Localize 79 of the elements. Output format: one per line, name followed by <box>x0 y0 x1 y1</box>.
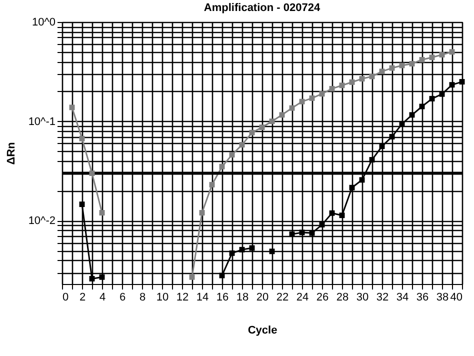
x-tick-label: 26 <box>316 292 329 304</box>
point <box>409 60 415 66</box>
x-tick-label: 16 <box>216 292 229 304</box>
chart-title: Amplification - 020724 <box>204 2 321 14</box>
point <box>329 210 335 216</box>
point <box>239 142 245 148</box>
point <box>259 124 265 130</box>
point <box>349 184 355 190</box>
point <box>219 272 225 278</box>
point <box>399 62 405 68</box>
point <box>429 54 435 60</box>
point <box>319 222 325 228</box>
x-tick-label: 24 <box>296 292 309 304</box>
x-tick-label: 2 <box>79 292 86 304</box>
x-tick-label: 8 <box>139 292 146 304</box>
point <box>289 105 295 111</box>
point <box>279 112 285 118</box>
point <box>359 177 365 183</box>
point <box>379 68 385 74</box>
point <box>369 157 375 162</box>
x-tick-label: 10 <box>156 292 169 304</box>
x-tick-label: 34 <box>396 292 409 304</box>
x-tick-label: 40 <box>450 292 462 304</box>
point <box>319 91 325 97</box>
x-tick-label: 14 <box>196 292 209 304</box>
point <box>419 104 425 110</box>
x-tick-label: 22 <box>276 292 289 304</box>
point <box>249 130 255 136</box>
x-tick-label: 38 <box>436 292 449 304</box>
x-tick-label: 36 <box>416 292 429 304</box>
point <box>99 210 105 216</box>
point <box>189 274 195 280</box>
point <box>349 79 355 85</box>
x-tick-label: 6 <box>119 292 126 304</box>
point <box>299 98 305 104</box>
x-tick-label: 18 <box>236 292 249 304</box>
point <box>389 134 395 140</box>
point <box>299 230 305 236</box>
point <box>269 118 275 124</box>
point <box>449 82 455 88</box>
point <box>239 246 245 252</box>
point <box>359 76 365 82</box>
x-tick-label: 20 <box>256 292 269 304</box>
point <box>439 52 445 58</box>
point <box>339 212 345 218</box>
point <box>389 65 395 71</box>
point <box>199 210 205 216</box>
point <box>79 202 85 208</box>
point <box>419 56 425 62</box>
x-tick-label: 32 <box>376 292 389 304</box>
point <box>429 96 435 102</box>
point <box>269 248 275 254</box>
point <box>449 49 455 55</box>
x-axis-title: Cycle <box>248 324 278 336</box>
point <box>459 79 465 85</box>
point <box>89 170 95 176</box>
point <box>69 104 75 110</box>
x-tick-label: 4 <box>99 292 106 304</box>
point <box>339 82 345 88</box>
x-tick-label: 12 <box>176 292 189 304</box>
point <box>329 86 335 92</box>
y-tick-label: 10^-2 <box>28 215 56 228</box>
point <box>379 144 385 150</box>
point <box>409 112 415 118</box>
y-tick-label: 10^-1 <box>28 116 56 128</box>
x-tick-label: 28 <box>336 292 349 304</box>
x-tick-label: 0 <box>62 292 69 304</box>
point <box>229 152 235 158</box>
point <box>79 136 85 142</box>
x-tick-label: 30 <box>356 292 369 304</box>
y-tick-label: 10^0 <box>32 16 56 28</box>
point <box>369 74 375 80</box>
point <box>209 182 215 188</box>
y-axis-title: ΔRn <box>5 142 18 165</box>
point <box>229 250 235 256</box>
point <box>89 276 95 282</box>
point <box>219 164 225 170</box>
point <box>99 274 105 280</box>
point <box>309 95 315 101</box>
